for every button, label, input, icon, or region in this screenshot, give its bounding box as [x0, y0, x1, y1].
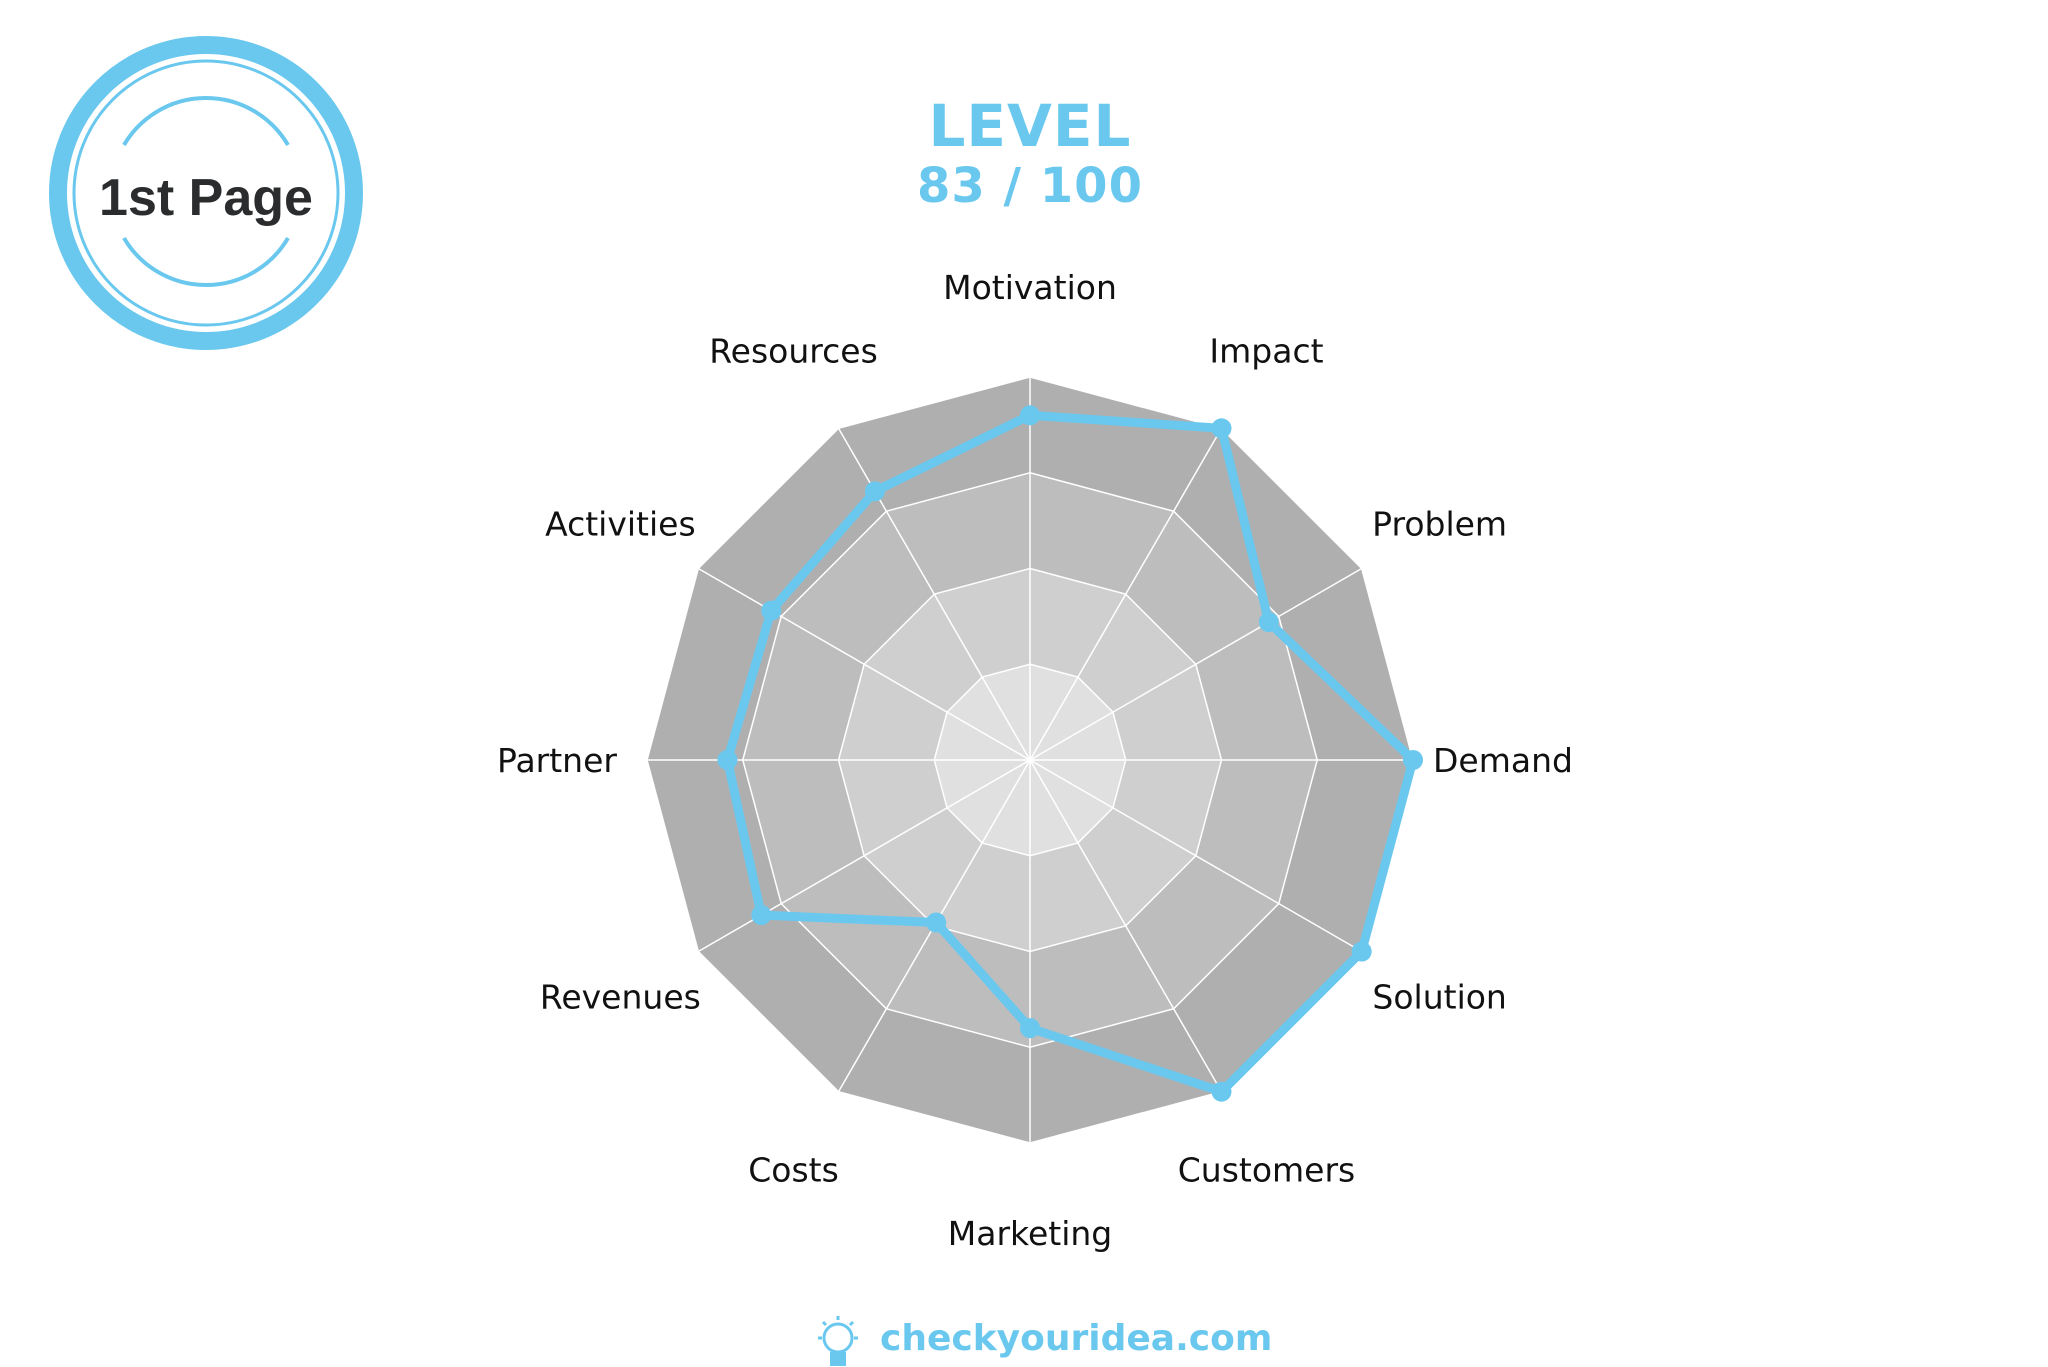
badge-seal — [49, 36, 363, 350]
data-point-costs — [926, 912, 947, 933]
axis-label-impact: Impact — [1209, 331, 1323, 370]
axis-label-marketing: Marketing — [948, 1214, 1112, 1253]
data-point-resources — [864, 481, 885, 502]
axis-label-problem: Problem — [1372, 505, 1507, 544]
axis-label-revenues: Revenues — [540, 978, 701, 1017]
axis-spoke — [1029, 759, 1223, 1093]
badge-label: 1st Page — [99, 169, 313, 227]
data-point-partner — [717, 750, 738, 770]
data-point-customers — [1211, 1081, 1232, 1102]
axis-label-demand: Demand — [1433, 741, 1573, 780]
axis-label-costs: Costs — [748, 1151, 839, 1190]
axis-label-partner: Partner — [497, 741, 617, 780]
data-point-problem — [1258, 612, 1279, 633]
data-point-solution — [1351, 941, 1372, 962]
axis-label-resources: Resources — [709, 331, 878, 370]
data-point-revenues — [751, 905, 772, 926]
brand-link[interactable]: checkyouridea.com — [880, 1318, 1273, 1359]
data-point-motivation — [1020, 405, 1040, 426]
data-point-demand — [1403, 750, 1423, 770]
axis-label-motivation: Motivation — [943, 268, 1117, 307]
score-value: 83 / 100 — [917, 158, 1143, 214]
axis-spoke — [1029, 567, 1363, 761]
data-point-impact — [1211, 418, 1232, 439]
axis-spoke — [1029, 427, 1223, 761]
chart-title: LEVEL — [928, 92, 1132, 160]
axis-spoke — [1029, 759, 1363, 953]
lightbulb-brain-icon — [818, 1316, 858, 1366]
data-point-activities — [761, 600, 782, 621]
axis-label-customers: Customers — [1178, 1151, 1356, 1190]
axis-spoke — [697, 567, 1031, 761]
axis-label-activities: Activities — [545, 505, 696, 544]
axis-label-solution: Solution — [1372, 978, 1506, 1017]
data-point-marketing — [1020, 1018, 1040, 1039]
